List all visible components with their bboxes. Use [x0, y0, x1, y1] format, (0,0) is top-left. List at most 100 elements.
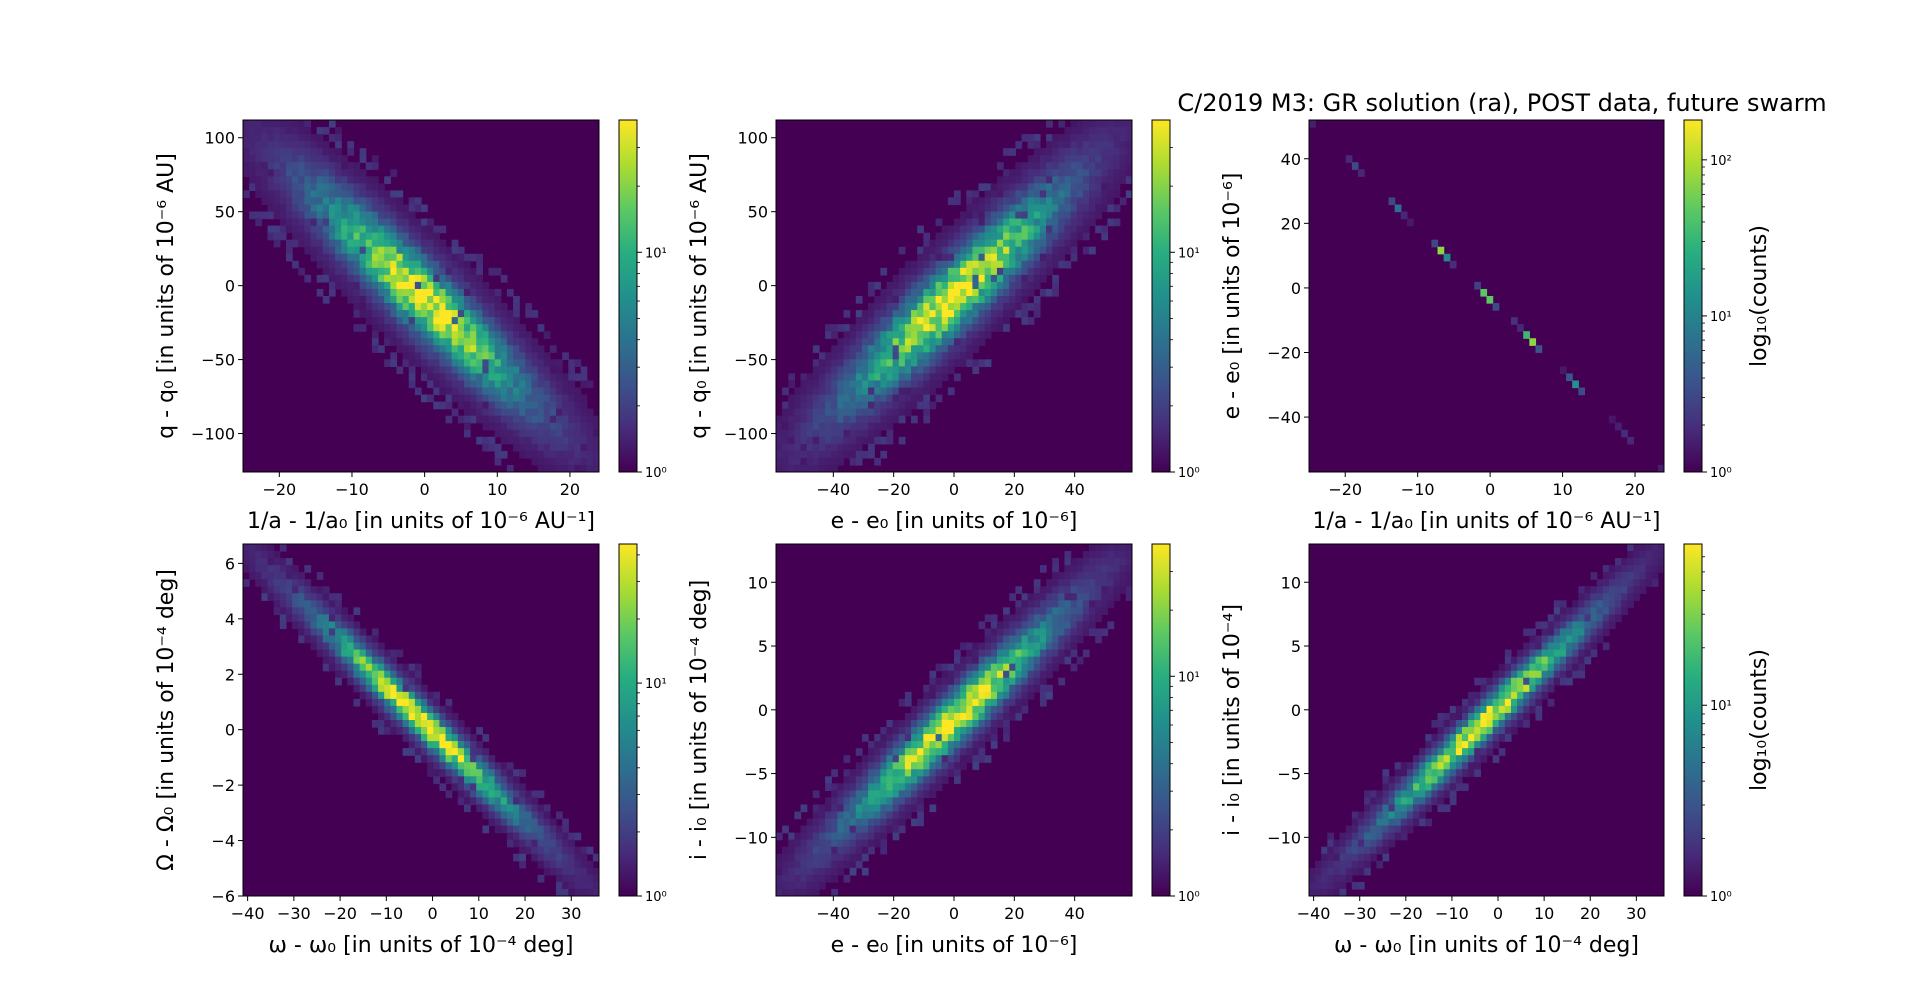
- density-cell: [1431, 734, 1439, 742]
- density-cell: [1076, 218, 1084, 227]
- density-cell: [1443, 790, 1451, 799]
- density-cell: [433, 401, 441, 410]
- density-cell: [911, 324, 918, 332]
- density-cell: [1095, 544, 1102, 552]
- density-cell: [1015, 635, 1023, 644]
- density-cell: [1033, 239, 1041, 248]
- density-cell: [549, 457, 557, 466]
- density-cell: [568, 860, 576, 869]
- density-cell: [996, 663, 1004, 672]
- density-cell: [800, 394, 808, 403]
- density-cell: [996, 310, 1004, 318]
- density-cell: [476, 797, 483, 806]
- density-cell: [776, 457, 783, 466]
- density-cell: [1113, 141, 1121, 149]
- density-cell: [1021, 593, 1029, 601]
- density-cell: [831, 422, 838, 431]
- density-cell: [1003, 148, 1010, 156]
- density-cell: [1333, 867, 1341, 876]
- colorbar-tick-label: 10¹: [645, 677, 667, 692]
- density-cell: [1333, 860, 1341, 869]
- density-cell: [947, 762, 955, 770]
- density-cells: [1309, 120, 1664, 472]
- density-cell: [402, 338, 410, 346]
- density-cell: [935, 748, 943, 756]
- density-cell: [1021, 288, 1029, 297]
- density-cell: [788, 853, 796, 862]
- density-cell: [1039, 656, 1047, 665]
- density-cell: [1517, 324, 1524, 332]
- density-cell: [384, 670, 391, 679]
- density-cell: [384, 317, 391, 325]
- density-cell: [990, 232, 998, 241]
- density-cell: [335, 635, 342, 644]
- density-cell: [972, 317, 980, 325]
- density-cell: [978, 296, 986, 304]
- density-cell: [470, 324, 477, 332]
- density-cell: [580, 853, 588, 862]
- density-cell: [1052, 134, 1059, 142]
- density-cell: [1095, 169, 1102, 177]
- density-cell: [390, 670, 398, 679]
- density-cell: [1101, 551, 1109, 559]
- density-cell: [966, 741, 974, 749]
- density-cell: [1101, 127, 1109, 135]
- density-cell: [868, 825, 875, 834]
- density-cell: [1003, 317, 1010, 325]
- density-cell: [849, 457, 857, 466]
- density-cell: [580, 429, 588, 438]
- density-cell: [1033, 253, 1041, 262]
- density-cell: [1578, 607, 1586, 615]
- density-cell: [1064, 218, 1072, 227]
- density-cell: [402, 317, 410, 325]
- density-cell: [408, 331, 416, 339]
- density-cell: [322, 621, 330, 630]
- density-cell: [384, 684, 391, 693]
- density-cell: [433, 748, 441, 756]
- density-cell: [427, 267, 434, 276]
- density-cell: [960, 274, 967, 283]
- density-cell: [954, 734, 961, 742]
- density-cell: [1510, 677, 1518, 686]
- density-cell: [843, 352, 851, 360]
- density-cell: [1566, 628, 1573, 637]
- density-cell: [390, 232, 398, 241]
- density-cell: [1015, 169, 1023, 177]
- density-cell: [439, 317, 447, 325]
- density-cell: [353, 274, 361, 283]
- density-cell: [960, 755, 967, 763]
- density-cell: [954, 698, 961, 707]
- density-cell: [1064, 656, 1072, 665]
- density-cell: [1633, 586, 1641, 594]
- density-cell: [1070, 572, 1078, 580]
- density-cell: [451, 239, 459, 248]
- density-cell: [911, 387, 918, 396]
- density-cell: [929, 776, 937, 784]
- density-cell: [904, 359, 912, 367]
- density-cell: [1039, 586, 1047, 594]
- density-cell: [898, 338, 906, 346]
- density-cell: [1590, 600, 1598, 608]
- density-cell: [494, 324, 502, 332]
- density-cell: [316, 607, 324, 615]
- density-cell: [954, 260, 961, 269]
- density-cell: [414, 734, 422, 742]
- density-cell: [941, 310, 949, 318]
- density-cell: [996, 621, 1004, 630]
- density-cell: [923, 727, 931, 735]
- density-cell: [911, 296, 918, 304]
- density-cell: [904, 727, 912, 735]
- density-cell: [984, 288, 992, 297]
- density-cell: [1351, 860, 1359, 869]
- density-cell: [1064, 621, 1072, 630]
- density-cell: [831, 790, 838, 799]
- density-cell: [500, 776, 508, 784]
- density-cell: [494, 352, 502, 360]
- density-cell: [911, 727, 918, 735]
- density-cell: [414, 748, 422, 756]
- density-cell: [341, 253, 348, 262]
- density-cell: [929, 387, 937, 396]
- density-cell: [849, 401, 857, 410]
- density-cell: [365, 656, 373, 665]
- density-cell: [984, 670, 992, 679]
